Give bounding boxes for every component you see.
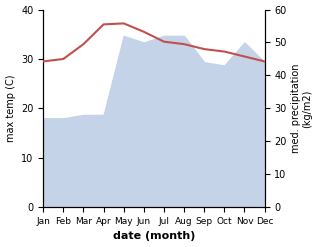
Y-axis label: max temp (C): max temp (C) — [5, 75, 16, 142]
Y-axis label: med. precipitation
(kg/m2): med. precipitation (kg/m2) — [291, 64, 313, 153]
X-axis label: date (month): date (month) — [113, 231, 195, 242]
